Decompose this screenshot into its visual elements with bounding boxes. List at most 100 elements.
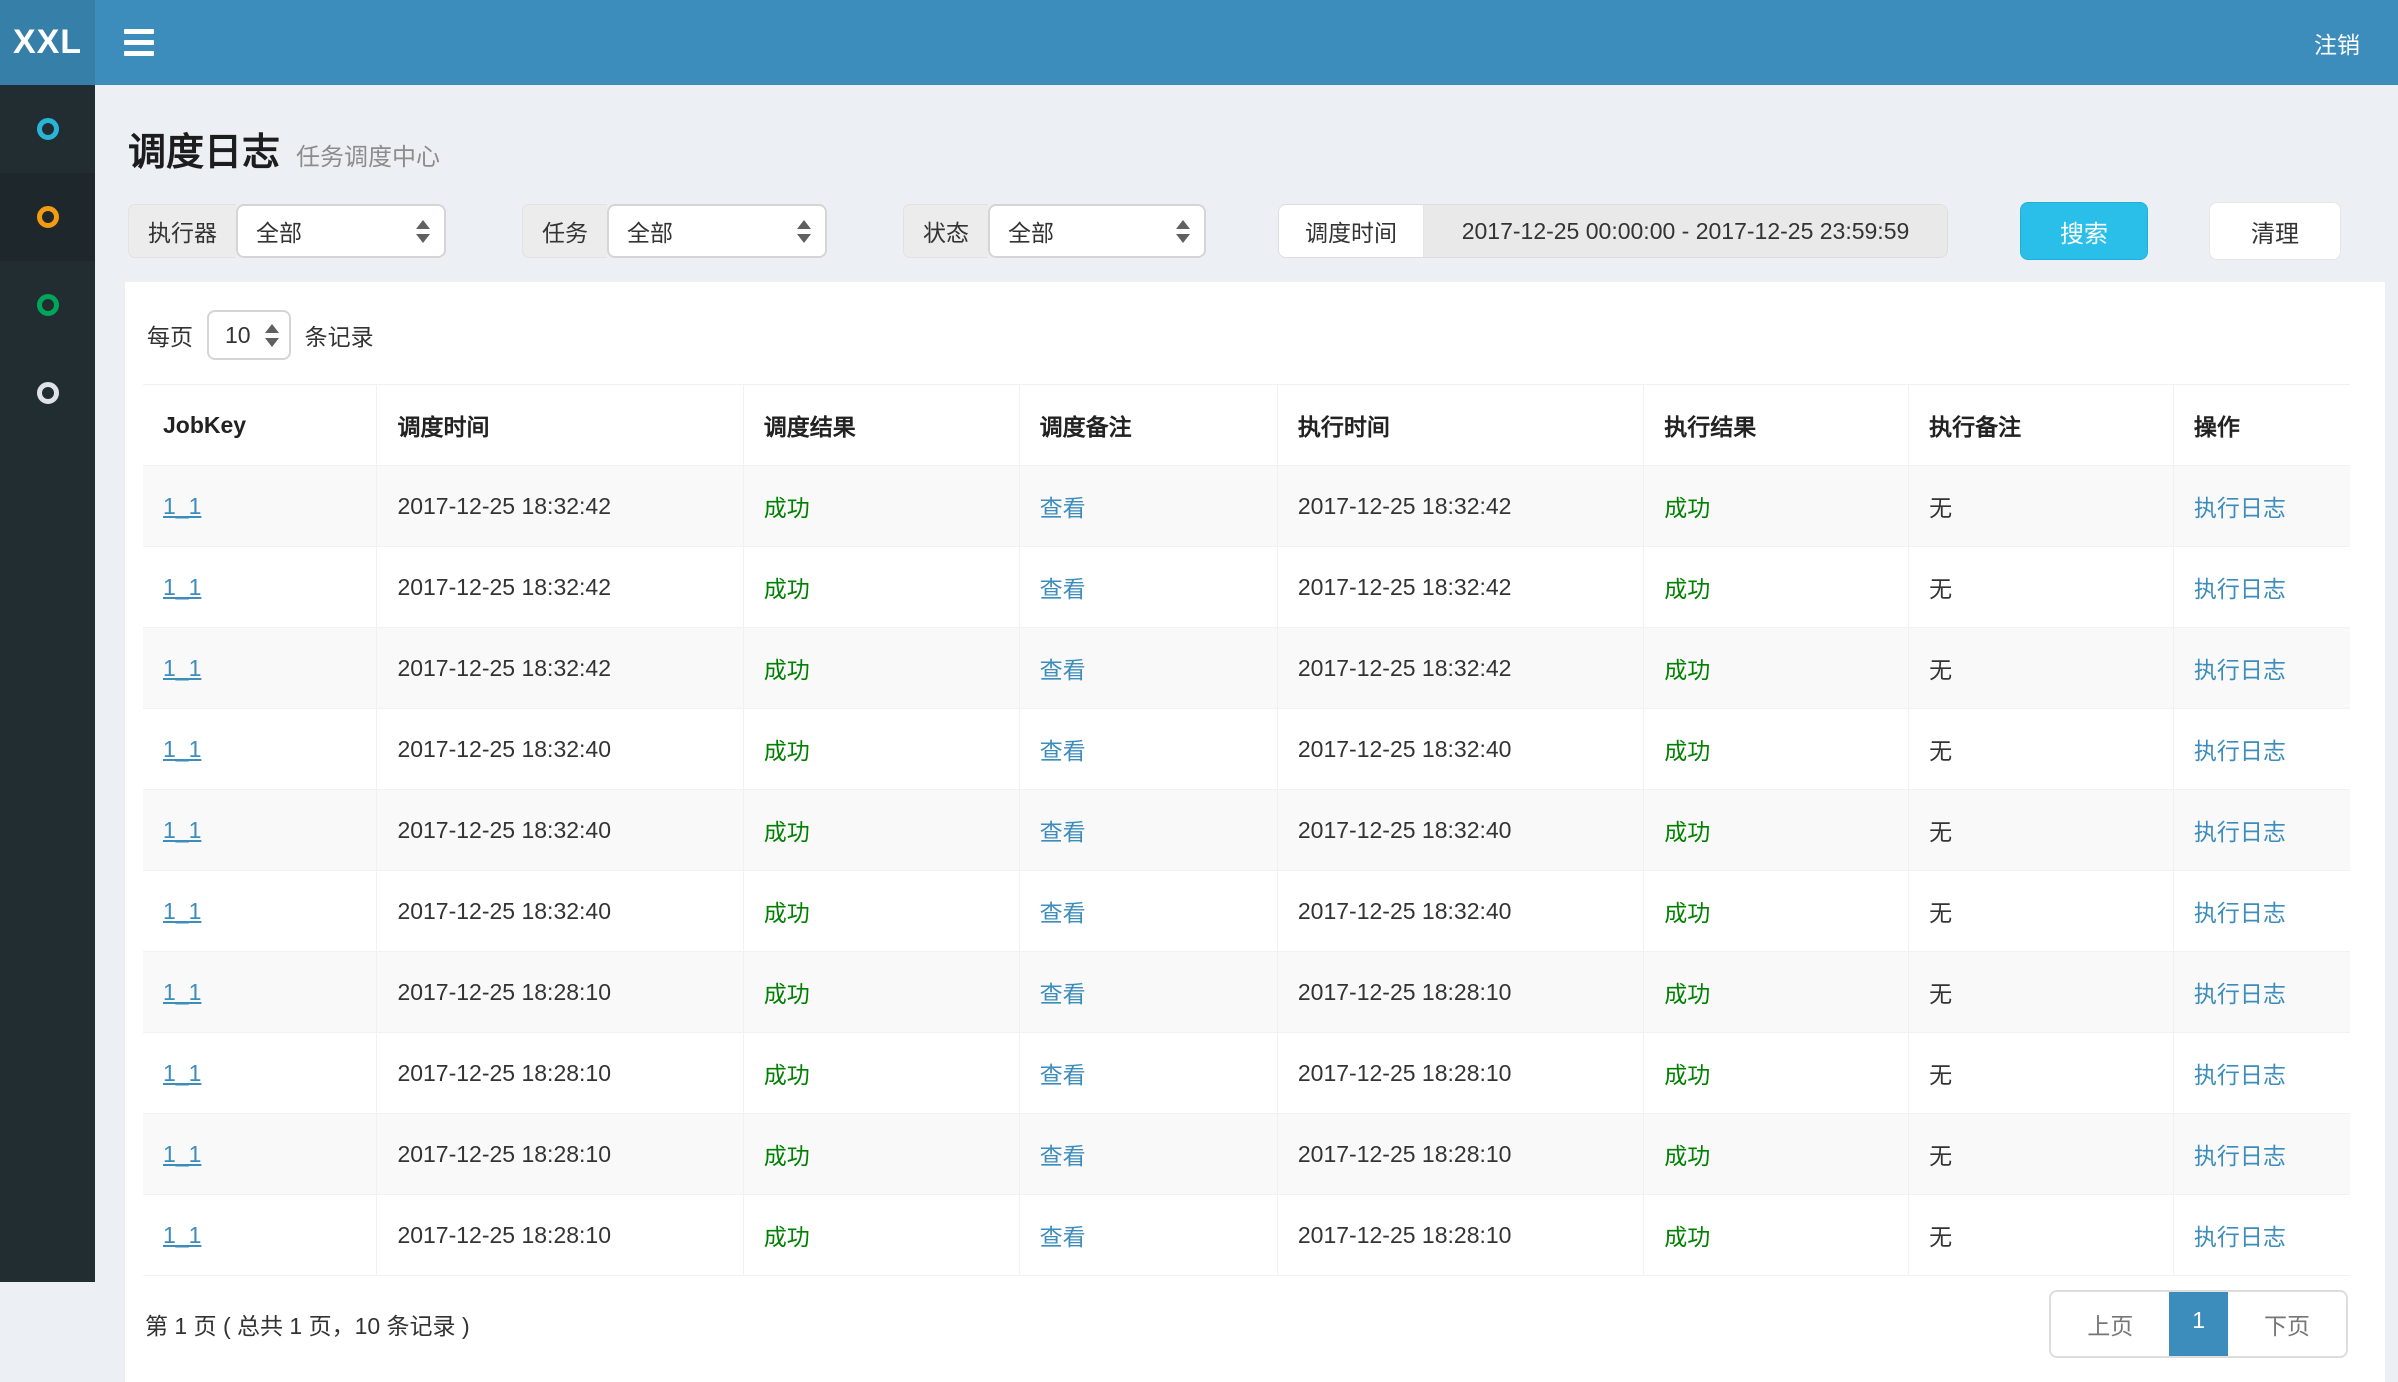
column-header: JobKey [143, 384, 378, 466]
previous-page-button[interactable]: 上页 [2051, 1292, 2170, 1356]
execution-log-link-cell: 执行日志 [2173, 870, 2350, 952]
job-select[interactable]: 全部 [607, 204, 827, 258]
job-key-link[interactable]: 1_1 [163, 654, 202, 681]
trigger-msg-link[interactable]: 查看 [1039, 1062, 1086, 1088]
pagination-info: 第 1 页 ( 总共 1 页，10 条记录 ) [145, 1313, 470, 1339]
execution-log-link[interactable]: 执行日志 [2193, 1143, 2286, 1169]
trigger-msg-link[interactable]: 查看 [1039, 1143, 1086, 1169]
handle-result: 成功 [1664, 738, 1711, 764]
handle-msg-cell: 无 [1908, 1032, 2174, 1114]
executor-select[interactable]: 全部 [236, 204, 446, 258]
execution-log-link[interactable]: 执行日志 [2193, 1224, 2286, 1250]
trigger-result: 成功 [763, 738, 810, 764]
job-key-link[interactable]: 1_1 [163, 573, 202, 600]
trigger-time: 2017-12-25 18:32:42 [397, 654, 612, 681]
handle-result-cell: 成功 [1643, 1194, 1910, 1276]
current-page-button[interactable]: 1 [2169, 1292, 2228, 1356]
handle-msg-cell: 无 [1908, 465, 2174, 547]
sidebar-item-4[interactable] [0, 349, 95, 437]
trigger-time-cell: 2017-12-25 18:28:10 [376, 1032, 744, 1114]
trigger-msg-link[interactable]: 查看 [1039, 900, 1086, 926]
job-key-link[interactable]: 1_1 [163, 978, 202, 1005]
handle-msg: 无 [1929, 495, 1953, 521]
execution-log-link[interactable]: 执行日志 [2193, 819, 2286, 845]
execution-log-link[interactable]: 执行日志 [2193, 981, 2286, 1007]
handle-msg: 无 [1929, 1062, 1953, 1088]
execution-log-link-cell: 执行日志 [2173, 708, 2350, 790]
handle-time-cell: 2017-12-25 18:32:42 [1277, 627, 1645, 709]
trigger-time-cell: 2017-12-25 18:32:40 [376, 870, 744, 952]
execution-log-link[interactable]: 执行日志 [2193, 576, 2286, 602]
status-select[interactable]: 全部 [988, 204, 1206, 258]
handle-result-cell: 成功 [1643, 708, 1910, 790]
handle-result: 成功 [1664, 1143, 1711, 1169]
trigger-msg-link[interactable]: 查看 [1039, 1224, 1086, 1250]
trigger-result-cell: 成功 [743, 465, 1020, 547]
sidebar-item-3[interactable] [0, 261, 95, 349]
executor-select-value: 全部 [256, 220, 302, 246]
column-header: 执行时间 [1277, 384, 1645, 466]
trigger-msg-link[interactable]: 查看 [1039, 981, 1086, 1007]
handle-time-cell: 2017-12-25 18:28:10 [1277, 951, 1645, 1033]
filter-toolbar: 执行器 全部 任务 全部 状态 全部 调度时间 搜索 清理 [128, 202, 2385, 260]
trigger-time-cell: 2017-12-25 18:32:42 [376, 627, 744, 709]
handle-msg-cell: 无 [1908, 951, 2174, 1033]
job-key-link[interactable]: 1_1 [163, 1059, 202, 1086]
page-size-select[interactable]: 10 [207, 310, 291, 360]
job-key-link[interactable]: 1_1 [163, 735, 202, 762]
trigger-msg-link-cell: 查看 [1019, 951, 1278, 1033]
status-filter-label: 状态 [903, 204, 988, 258]
brand-logo[interactable]: XXL [0, 0, 95, 85]
execution-log-link[interactable]: 执行日志 [2193, 1062, 2286, 1088]
log-table-box: 每页 10 条记录 JobKey 调度时间 调度结果 调度备注 执行时间 执行结果 执行备注… [125, 282, 2385, 1382]
clear-log-button[interactable]: 清理 [2209, 202, 2341, 260]
handle-time: 2017-12-25 18:32:42 [1297, 492, 1512, 519]
sidebar-item-2[interactable] [0, 173, 95, 261]
handle-time: 2017-12-25 18:28:10 [1297, 1140, 1512, 1167]
logout-link[interactable]: 注销 [2314, 31, 2360, 58]
execution-log-link-cell: 执行日志 [2173, 789, 2350, 871]
table-row: 1_1 2017-12-25 18:28:10 成功 查看 2017-12-25 18:… [143, 951, 2350, 1033]
trigger-time-cell: 2017-12-25 18:28:10 [376, 951, 744, 1033]
execution-log-link[interactable]: 执行日志 [2193, 495, 2286, 521]
sidebar-item-1[interactable] [0, 85, 95, 173]
execution-log-link[interactable]: 执行日志 [2193, 738, 2286, 764]
trigger-result-cell: 成功 [743, 1032, 1020, 1114]
job-select-value: 全部 [627, 220, 673, 246]
trigger-msg-link[interactable]: 查看 [1039, 576, 1086, 602]
job-filter-group: 任务 全部 [522, 204, 827, 258]
trigger-result-cell: 成功 [743, 1113, 1020, 1195]
handle-result-cell: 成功 [1643, 789, 1910, 871]
job-key-link[interactable]: 1_1 [163, 816, 202, 843]
next-page-button[interactable]: 下页 [2228, 1292, 2346, 1356]
trigger-msg-link[interactable]: 查看 [1039, 738, 1086, 764]
handle-msg: 无 [1929, 819, 1953, 845]
handle-msg: 无 [1929, 900, 1953, 926]
trigger-time: 2017-12-25 18:28:10 [397, 1221, 612, 1248]
column-header: 调度备注 [1019, 384, 1278, 466]
trigger-msg-link[interactable]: 查看 [1039, 819, 1086, 845]
job-key-link[interactable]: 1_1 [163, 897, 202, 924]
trigger-msg-link[interactable]: 查看 [1039, 657, 1086, 683]
trigger-time: 2017-12-25 18:32:42 [397, 492, 612, 519]
sidebar-toggle-button[interactable] [95, 0, 183, 85]
trigger-time-range-input[interactable] [1424, 205, 1947, 257]
execution-log-link-cell: 执行日志 [2173, 951, 2350, 1033]
trigger-time-filter-group: 调度时间 [1278, 204, 1948, 258]
trigger-msg-link-cell: 查看 [1019, 870, 1278, 952]
execution-log-link[interactable]: 执行日志 [2193, 657, 2286, 683]
trigger-time-cell: 2017-12-25 18:28:10 [376, 1194, 744, 1276]
execution-log-link[interactable]: 执行日志 [2193, 900, 2286, 926]
job-key-link-cell: 1_1 [143, 1032, 378, 1114]
job-key-link[interactable]: 1_1 [163, 492, 202, 519]
trigger-msg-link[interactable]: 查看 [1039, 495, 1086, 521]
trigger-time: 2017-12-25 18:28:10 [397, 1140, 612, 1167]
handle-msg-cell: 无 [1908, 789, 2174, 871]
job-key-link[interactable]: 1_1 [163, 1221, 202, 1248]
search-button[interactable]: 搜索 [2020, 202, 2148, 260]
handle-msg: 无 [1929, 1143, 1953, 1169]
handle-result: 成功 [1664, 900, 1711, 926]
trigger-result-cell: 成功 [743, 951, 1020, 1033]
handle-time-cell: 2017-12-25 18:28:10 [1277, 1194, 1645, 1276]
job-key-link[interactable]: 1_1 [163, 1140, 202, 1167]
